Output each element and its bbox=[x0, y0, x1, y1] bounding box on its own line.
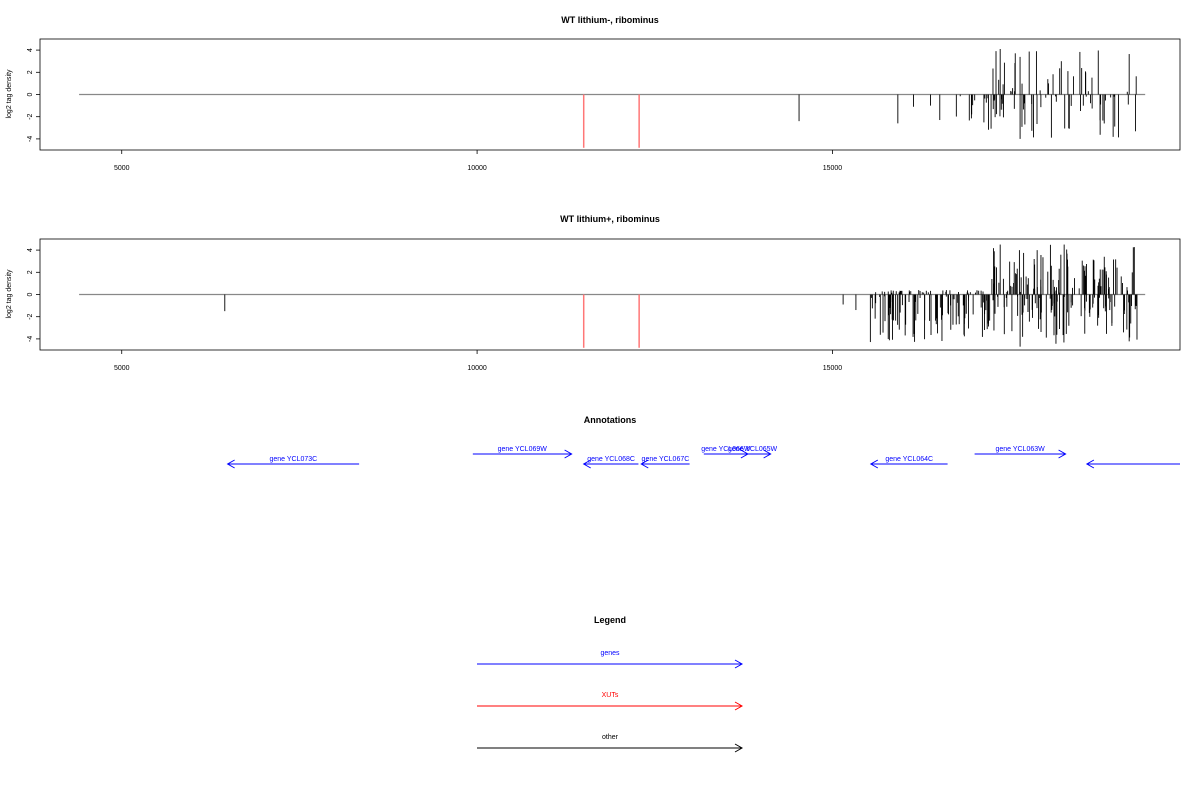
gene-arrow-head bbox=[869, 459, 879, 469]
gene-arrow-head bbox=[640, 459, 649, 469]
legend-arrow-head bbox=[734, 701, 744, 711]
x-axis-ticks: 5000 10000 15000 bbox=[114, 350, 842, 372]
legend-arrow-head bbox=[734, 743, 744, 753]
y-tick-label: -4 bbox=[27, 136, 34, 142]
legend-arrow-head bbox=[734, 659, 744, 669]
gene-label: gene YCL064C bbox=[885, 456, 933, 463]
panel-lithium-minus: WT lithium-, ribominus log2 tag density … bbox=[6, 15, 1181, 172]
data-marks bbox=[79, 48, 1146, 148]
panel-title: WT lithium-, ribominus bbox=[561, 15, 659, 25]
y-tick-label: 0 bbox=[27, 92, 34, 96]
y-tick-label: 4 bbox=[27, 248, 34, 252]
legend-label: XUTs bbox=[602, 692, 619, 699]
gene-arrow-head bbox=[564, 449, 573, 459]
y-tick-label: 0 bbox=[27, 292, 34, 296]
y-tick-label: -4 bbox=[27, 336, 34, 342]
x-tick-label: 10000 bbox=[467, 365, 487, 372]
x-tick-label: 10000 bbox=[467, 165, 487, 172]
x-tick-label: 15000 bbox=[823, 365, 843, 372]
y-tick-label: 4 bbox=[27, 48, 34, 52]
y-axis-ticks: -4 -2 0 2 4 bbox=[27, 48, 40, 142]
legend-title: Legend bbox=[594, 615, 626, 625]
gene-label: gene YCL067C bbox=[642, 456, 690, 463]
data-marks bbox=[79, 244, 1146, 348]
legend-label: genes bbox=[600, 650, 620, 657]
gene-arrow-head bbox=[1058, 449, 1067, 459]
gene-label: gene YCL068C bbox=[587, 456, 635, 463]
x-tick-label: 5000 bbox=[114, 365, 130, 372]
y-tick-label: -2 bbox=[27, 313, 34, 319]
gene-label: gene YCL066W bbox=[701, 446, 751, 453]
gene-label: gene YCL065W bbox=[728, 446, 778, 453]
legend-items: genes XUTs other bbox=[477, 650, 744, 753]
panel-title: WT lithium+, ribominus bbox=[560, 214, 660, 224]
gene-arrows: gene YCL073C gene YCL069W gene YCL068C gene… bbox=[226, 446, 1180, 469]
gene-label: gene YCL069W bbox=[498, 446, 548, 453]
gene-arrow-head bbox=[226, 459, 235, 469]
gene-arrow-head bbox=[1085, 459, 1095, 469]
gene-label: gene YCL063W bbox=[995, 446, 1045, 453]
gene-arrow-head bbox=[582, 459, 591, 469]
y-axis-ticks: -4 -2 0 2 4 bbox=[27, 248, 40, 342]
annotations-title: Annotations bbox=[584, 415, 637, 425]
panel-lithium-plus: WT lithium+, ribominus log2 tag density … bbox=[6, 214, 1181, 372]
legend-label: other bbox=[602, 734, 619, 741]
gene-arrow-head bbox=[763, 449, 772, 459]
x-tick-label: 15000 bbox=[823, 165, 843, 172]
y-axis-label: log2 tag density bbox=[6, 269, 13, 319]
y-tick-label: 2 bbox=[27, 270, 34, 274]
y-tick-label: -2 bbox=[27, 113, 34, 119]
gene-label: gene YCL073C bbox=[269, 456, 317, 463]
legend: Legend genes XUTs other bbox=[477, 615, 744, 753]
y-tick-label: 2 bbox=[27, 70, 34, 74]
y-axis-label: log2 tag density bbox=[6, 69, 13, 119]
x-axis-ticks: 5000 10000 15000 bbox=[114, 150, 842, 172]
x-tick-label: 5000 bbox=[114, 165, 130, 172]
